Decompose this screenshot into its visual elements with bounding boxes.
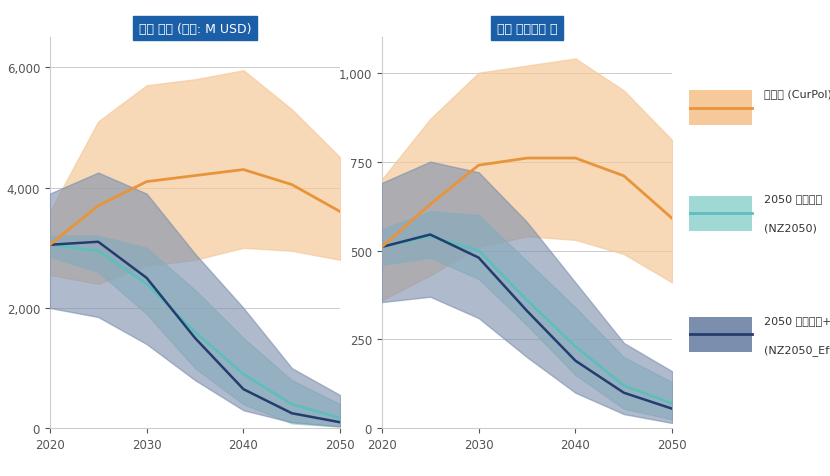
FancyBboxPatch shape <box>689 317 753 352</box>
FancyBboxPatch shape <box>689 196 753 231</box>
Title: 연간 비용 (단위: M USD): 연간 비용 (단위: M USD) <box>139 22 251 36</box>
Title: 연간 조기사망 건: 연간 조기사망 건 <box>497 22 557 36</box>
FancyBboxPatch shape <box>689 91 753 126</box>
Text: 2050 탄소중립+효율 향상: 2050 탄소중립+효율 향상 <box>764 315 830 325</box>
Text: (NZ2050): (NZ2050) <box>764 224 817 233</box>
Text: 현정책 (CurPol): 현정책 (CurPol) <box>764 89 830 99</box>
Text: (NZ2050_Eff): (NZ2050_Eff) <box>764 345 830 356</box>
Text: 2050 탄소중립: 2050 탄소중립 <box>764 194 822 204</box>
